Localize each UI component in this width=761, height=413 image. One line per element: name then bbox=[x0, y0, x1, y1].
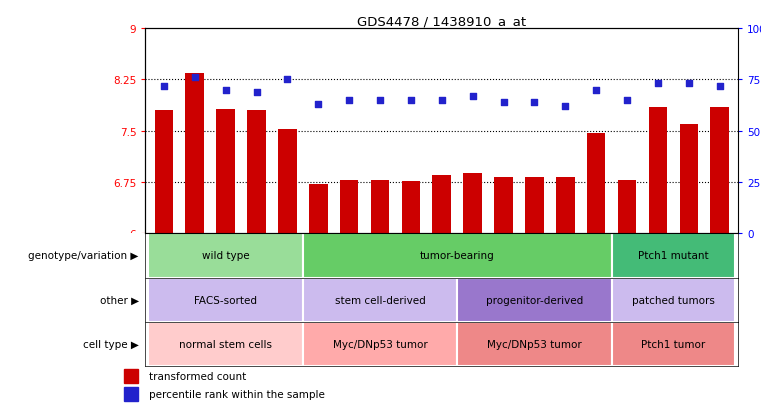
Bar bbox=[457, 322, 612, 366]
Bar bbox=[612, 278, 735, 322]
Text: wild type: wild type bbox=[202, 251, 250, 261]
Point bbox=[498, 100, 510, 106]
Bar bbox=[432, 176, 451, 234]
Point bbox=[652, 81, 664, 88]
Point bbox=[250, 89, 263, 96]
Text: patched tumors: patched tumors bbox=[632, 295, 715, 305]
Title: GDS4478 / 1438910_a_at: GDS4478 / 1438910_a_at bbox=[357, 15, 527, 28]
Point bbox=[405, 97, 417, 104]
Text: other ▶: other ▶ bbox=[100, 295, 139, 305]
Bar bbox=[247, 111, 266, 234]
Point bbox=[559, 104, 572, 110]
Bar bbox=[303, 234, 612, 278]
Text: transformed count: transformed count bbox=[149, 371, 247, 381]
Bar bbox=[340, 180, 358, 234]
Text: genotype/variation ▶: genotype/variation ▶ bbox=[28, 251, 139, 261]
Point bbox=[158, 83, 170, 90]
Point bbox=[189, 75, 201, 81]
Text: tumor-bearing: tumor-bearing bbox=[420, 251, 495, 261]
Bar bbox=[371, 180, 390, 234]
Point bbox=[219, 87, 231, 94]
Point bbox=[621, 97, 633, 104]
Text: normal stem cells: normal stem cells bbox=[179, 339, 272, 349]
Bar bbox=[148, 322, 303, 366]
Bar bbox=[457, 278, 612, 322]
Bar bbox=[612, 234, 735, 278]
Bar bbox=[587, 133, 606, 234]
Text: cell type ▶: cell type ▶ bbox=[83, 339, 139, 349]
Bar bbox=[680, 125, 698, 234]
Bar bbox=[148, 234, 303, 278]
Bar bbox=[525, 177, 543, 234]
Point bbox=[374, 97, 386, 104]
Point bbox=[590, 87, 602, 94]
Text: Ptch1 mutant: Ptch1 mutant bbox=[638, 251, 708, 261]
Point bbox=[683, 81, 695, 88]
Bar bbox=[309, 185, 327, 234]
Text: percentile rank within the sample: percentile rank within the sample bbox=[149, 389, 325, 399]
Bar bbox=[556, 177, 575, 234]
Point bbox=[714, 83, 726, 90]
Bar bbox=[463, 174, 482, 234]
Bar bbox=[494, 177, 513, 234]
Bar bbox=[154, 111, 174, 234]
Bar bbox=[148, 278, 303, 322]
Bar bbox=[123, 370, 139, 383]
Text: Myc/DNp53 tumor: Myc/DNp53 tumor bbox=[487, 339, 581, 349]
Bar bbox=[618, 180, 636, 234]
Bar bbox=[278, 130, 297, 234]
Text: progenitor-derived: progenitor-derived bbox=[486, 295, 583, 305]
Text: Myc/DNp53 tumor: Myc/DNp53 tumor bbox=[333, 339, 428, 349]
Bar bbox=[612, 322, 735, 366]
Text: Ptch1 tumor: Ptch1 tumor bbox=[642, 339, 705, 349]
Point bbox=[435, 97, 447, 104]
Bar bbox=[216, 109, 235, 234]
Text: FACS-sorted: FACS-sorted bbox=[194, 295, 257, 305]
Bar bbox=[402, 182, 420, 234]
Point bbox=[343, 97, 355, 104]
Point bbox=[282, 77, 294, 83]
Point bbox=[466, 93, 479, 100]
Bar bbox=[303, 322, 457, 366]
Bar bbox=[648, 107, 667, 234]
Bar bbox=[710, 107, 729, 234]
Bar bbox=[303, 278, 457, 322]
Bar bbox=[123, 387, 139, 401]
Text: stem cell-derived: stem cell-derived bbox=[335, 295, 425, 305]
Point bbox=[528, 100, 540, 106]
Bar bbox=[186, 74, 204, 234]
Point bbox=[312, 102, 324, 108]
